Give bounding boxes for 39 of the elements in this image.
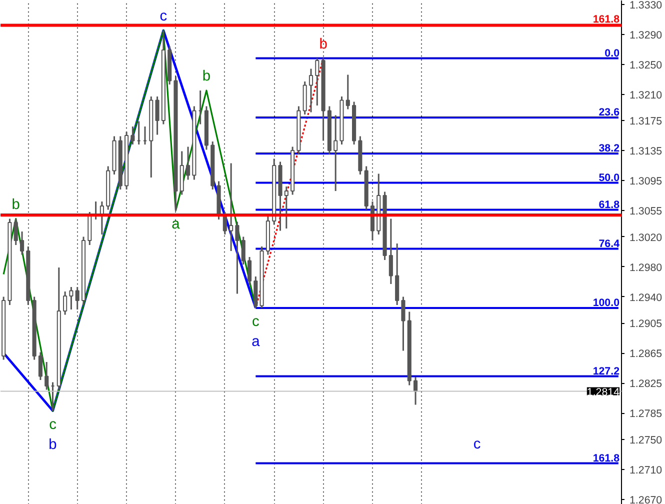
series-label: 50.0	[598, 172, 620, 184]
annotation: 161.8	[592, 13, 620, 26]
data-label: b	[202, 68, 211, 84]
y-tick-label: 1.2905	[630, 318, 662, 330]
y-tick-label: 1.2750	[630, 434, 662, 446]
y-tick-label: 1.3095	[630, 176, 662, 188]
series-label: 38.2	[598, 142, 620, 154]
data-label: a	[252, 334, 261, 350]
data-label: b	[48, 436, 57, 453]
y-tick-label: 1.3135	[630, 146, 662, 158]
y-tick-label: 1.3290	[630, 29, 662, 42]
ref-line-label: 1.2814	[586, 386, 620, 398]
data-label: b	[319, 36, 328, 52]
y-tick-label: 1.3250	[630, 59, 662, 72]
data-label: c	[49, 416, 56, 433]
y-tick-label: 1.2710	[630, 464, 662, 476]
data-label: c	[252, 314, 260, 330]
series-label: 0.0	[604, 47, 620, 60]
y-tick-label: 1.2865	[630, 348, 662, 360]
data-label: b	[12, 196, 20, 213]
y-tick-label: 1.3020	[630, 232, 662, 244]
series-label: 23.6	[598, 106, 620, 118]
series-label: 76.4	[598, 238, 620, 250]
data-label: a	[172, 216, 181, 232]
y-tick-label: 1.2980	[630, 262, 662, 274]
y-tick-label: 1.2670	[630, 494, 662, 504]
series-label: 100.0	[592, 297, 620, 309]
series-label: 127.2	[592, 365, 620, 378]
annotation: c	[473, 436, 481, 452]
y-tick-label: 1.3210	[630, 89, 662, 102]
data-label: c	[160, 8, 168, 24]
y-tick-label: 1.3055	[630, 206, 662, 218]
y-tick-label: 1.3175	[630, 116, 662, 128]
y-tick-label: 1.2940	[630, 292, 662, 304]
series-label: 61.8	[598, 198, 620, 211]
y-tick-label: 1.2825	[630, 378, 662, 390]
series-label: 161.8	[592, 452, 620, 464]
y-tick-label: 1.3330	[630, 0, 662, 12]
y-tick-label: 1.2785	[630, 408, 662, 420]
